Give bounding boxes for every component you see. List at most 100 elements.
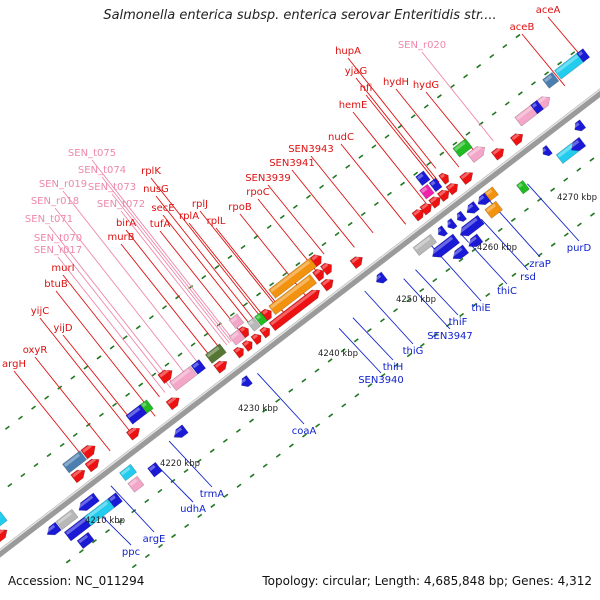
- gene-label[interactable]: SEN3947: [427, 331, 473, 342]
- gene-feature[interactable]: [83, 498, 115, 527]
- gene-label[interactable]: aceA: [536, 5, 561, 16]
- gene-feature[interactable]: [84, 456, 102, 473]
- gene-feature[interactable]: [171, 424, 189, 441]
- gene-label[interactable]: thiE: [471, 303, 490, 314]
- gene-label[interactable]: ppc: [122, 547, 140, 558]
- gene-feature[interactable]: [127, 475, 145, 493]
- gene-label[interactable]: yijC: [31, 306, 49, 317]
- gene-feature[interactable]: [514, 93, 553, 127]
- gene-feature[interactable]: [438, 171, 452, 185]
- gene-feature[interactable]: [228, 313, 245, 330]
- gene-feature[interactable]: [139, 399, 154, 414]
- gene-feature[interactable]: [246, 317, 261, 332]
- gene-label[interactable]: argH: [2, 359, 26, 370]
- gene-label[interactable]: SEN_t075: [68, 148, 116, 159]
- gene-feature[interactable]: [0, 526, 10, 545]
- gene-label[interactable]: purD: [567, 243, 592, 254]
- gene-feature[interactable]: [320, 276, 337, 292]
- gene-feature[interactable]: [232, 345, 246, 359]
- gene-label[interactable]: hydG: [413, 80, 439, 91]
- gene-feature[interactable]: [76, 492, 100, 514]
- gene-feature[interactable]: [412, 233, 438, 256]
- gene-feature[interactable]: [125, 424, 142, 441]
- gene-label[interactable]: zraP: [529, 259, 551, 270]
- gene-feature[interactable]: [466, 143, 488, 163]
- gene-feature[interactable]: [466, 233, 484, 250]
- gene-label[interactable]: oxyR: [23, 345, 48, 356]
- gene-feature[interactable]: [147, 461, 163, 478]
- gene-feature[interactable]: [572, 119, 587, 134]
- gene-feature[interactable]: [260, 307, 275, 322]
- gene-label[interactable]: hupA: [335, 46, 361, 57]
- gene-label[interactable]: thiH: [383, 362, 404, 373]
- gene-label[interactable]: murB: [107, 232, 134, 243]
- gene-label[interactable]: SEN_r018: [31, 196, 79, 207]
- gene-label[interactable]: thiF: [449, 317, 468, 328]
- gene-feature[interactable]: [238, 375, 253, 389]
- gene-feature[interactable]: [76, 531, 95, 550]
- gene-label[interactable]: thiC: [497, 286, 517, 297]
- gene-label[interactable]: SEN_t070: [34, 233, 82, 244]
- gene-label[interactable]: SEN_t073: [88, 182, 136, 193]
- gene-feature[interactable]: [268, 257, 318, 299]
- gene-label[interactable]: aceB: [510, 22, 535, 33]
- gene-label[interactable]: hydH: [383, 77, 409, 88]
- gene-label[interactable]: rplJ: [192, 199, 208, 210]
- gene-feature[interactable]: [312, 266, 327, 282]
- gene-label[interactable]: rsd: [520, 272, 536, 283]
- gene-feature[interactable]: [241, 338, 255, 352]
- gene-feature[interactable]: [157, 366, 176, 384]
- gene-feature[interactable]: [436, 187, 452, 203]
- gene-feature[interactable]: [165, 394, 182, 411]
- gene-feature[interactable]: [490, 145, 507, 161]
- gene-feature[interactable]: [445, 180, 461, 196]
- gene-label[interactable]: murI: [51, 263, 74, 274]
- gene-feature[interactable]: [509, 130, 526, 147]
- gene-feature[interactable]: [0, 511, 8, 530]
- gene-label[interactable]: trmA: [200, 489, 225, 500]
- gene-label[interactable]: secE: [151, 203, 174, 214]
- gene-label[interactable]: yjaG: [345, 66, 368, 77]
- gene-feature[interactable]: [419, 183, 435, 200]
- gene-label[interactable]: thiG: [403, 346, 424, 357]
- gene-feature[interactable]: [530, 99, 545, 115]
- gene-label[interactable]: SEN3941: [269, 158, 315, 169]
- gene-label[interactable]: SEN_r020: [398, 40, 446, 51]
- gene-label[interactable]: rplL: [207, 216, 226, 227]
- gene-label[interactable]: coaA: [292, 426, 317, 437]
- gene-feature[interactable]: [428, 194, 444, 209]
- gene-label[interactable]: SEN_t072: [97, 199, 145, 210]
- gene-feature[interactable]: [62, 450, 88, 474]
- gene-feature[interactable]: [576, 48, 591, 63]
- gene-feature[interactable]: [190, 359, 207, 375]
- gene-feature[interactable]: [349, 253, 366, 270]
- gene-feature[interactable]: [450, 244, 470, 263]
- gene-feature[interactable]: [464, 200, 480, 216]
- gene-feature[interactable]: [250, 331, 264, 346]
- gene-label[interactable]: nudC: [328, 132, 354, 143]
- gene-feature[interactable]: [254, 311, 268, 327]
- gene-feature[interactable]: [540, 144, 553, 158]
- gene-feature[interactable]: [268, 286, 323, 332]
- gene-feature[interactable]: [107, 492, 123, 508]
- gene-label[interactable]: btuB: [44, 279, 68, 290]
- gene-feature[interactable]: [55, 508, 79, 530]
- gene-feature[interactable]: [268, 273, 318, 316]
- gene-feature[interactable]: [228, 328, 246, 346]
- gene-feature[interactable]: [309, 252, 325, 268]
- gene-feature[interactable]: [204, 343, 227, 364]
- gene-label[interactable]: SEN3940: [358, 375, 404, 386]
- gene-feature[interactable]: [542, 71, 560, 89]
- gene-feature[interactable]: [169, 365, 198, 392]
- gene-label[interactable]: argE: [143, 534, 166, 545]
- gene-label[interactable]: birA: [116, 218, 136, 229]
- gene-label[interactable]: udhA: [180, 504, 206, 515]
- gene-feature[interactable]: [457, 214, 485, 240]
- gene-label[interactable]: rplA: [179, 211, 199, 222]
- gene-label[interactable]: SEN3939: [245, 173, 291, 184]
- gene-label[interactable]: SEN_r019: [39, 179, 87, 190]
- gene-label[interactable]: SEN_t074: [78, 165, 126, 176]
- gene-label[interactable]: yijD: [53, 323, 72, 334]
- gene-feature[interactable]: [373, 271, 388, 286]
- gene-feature[interactable]: [475, 192, 491, 208]
